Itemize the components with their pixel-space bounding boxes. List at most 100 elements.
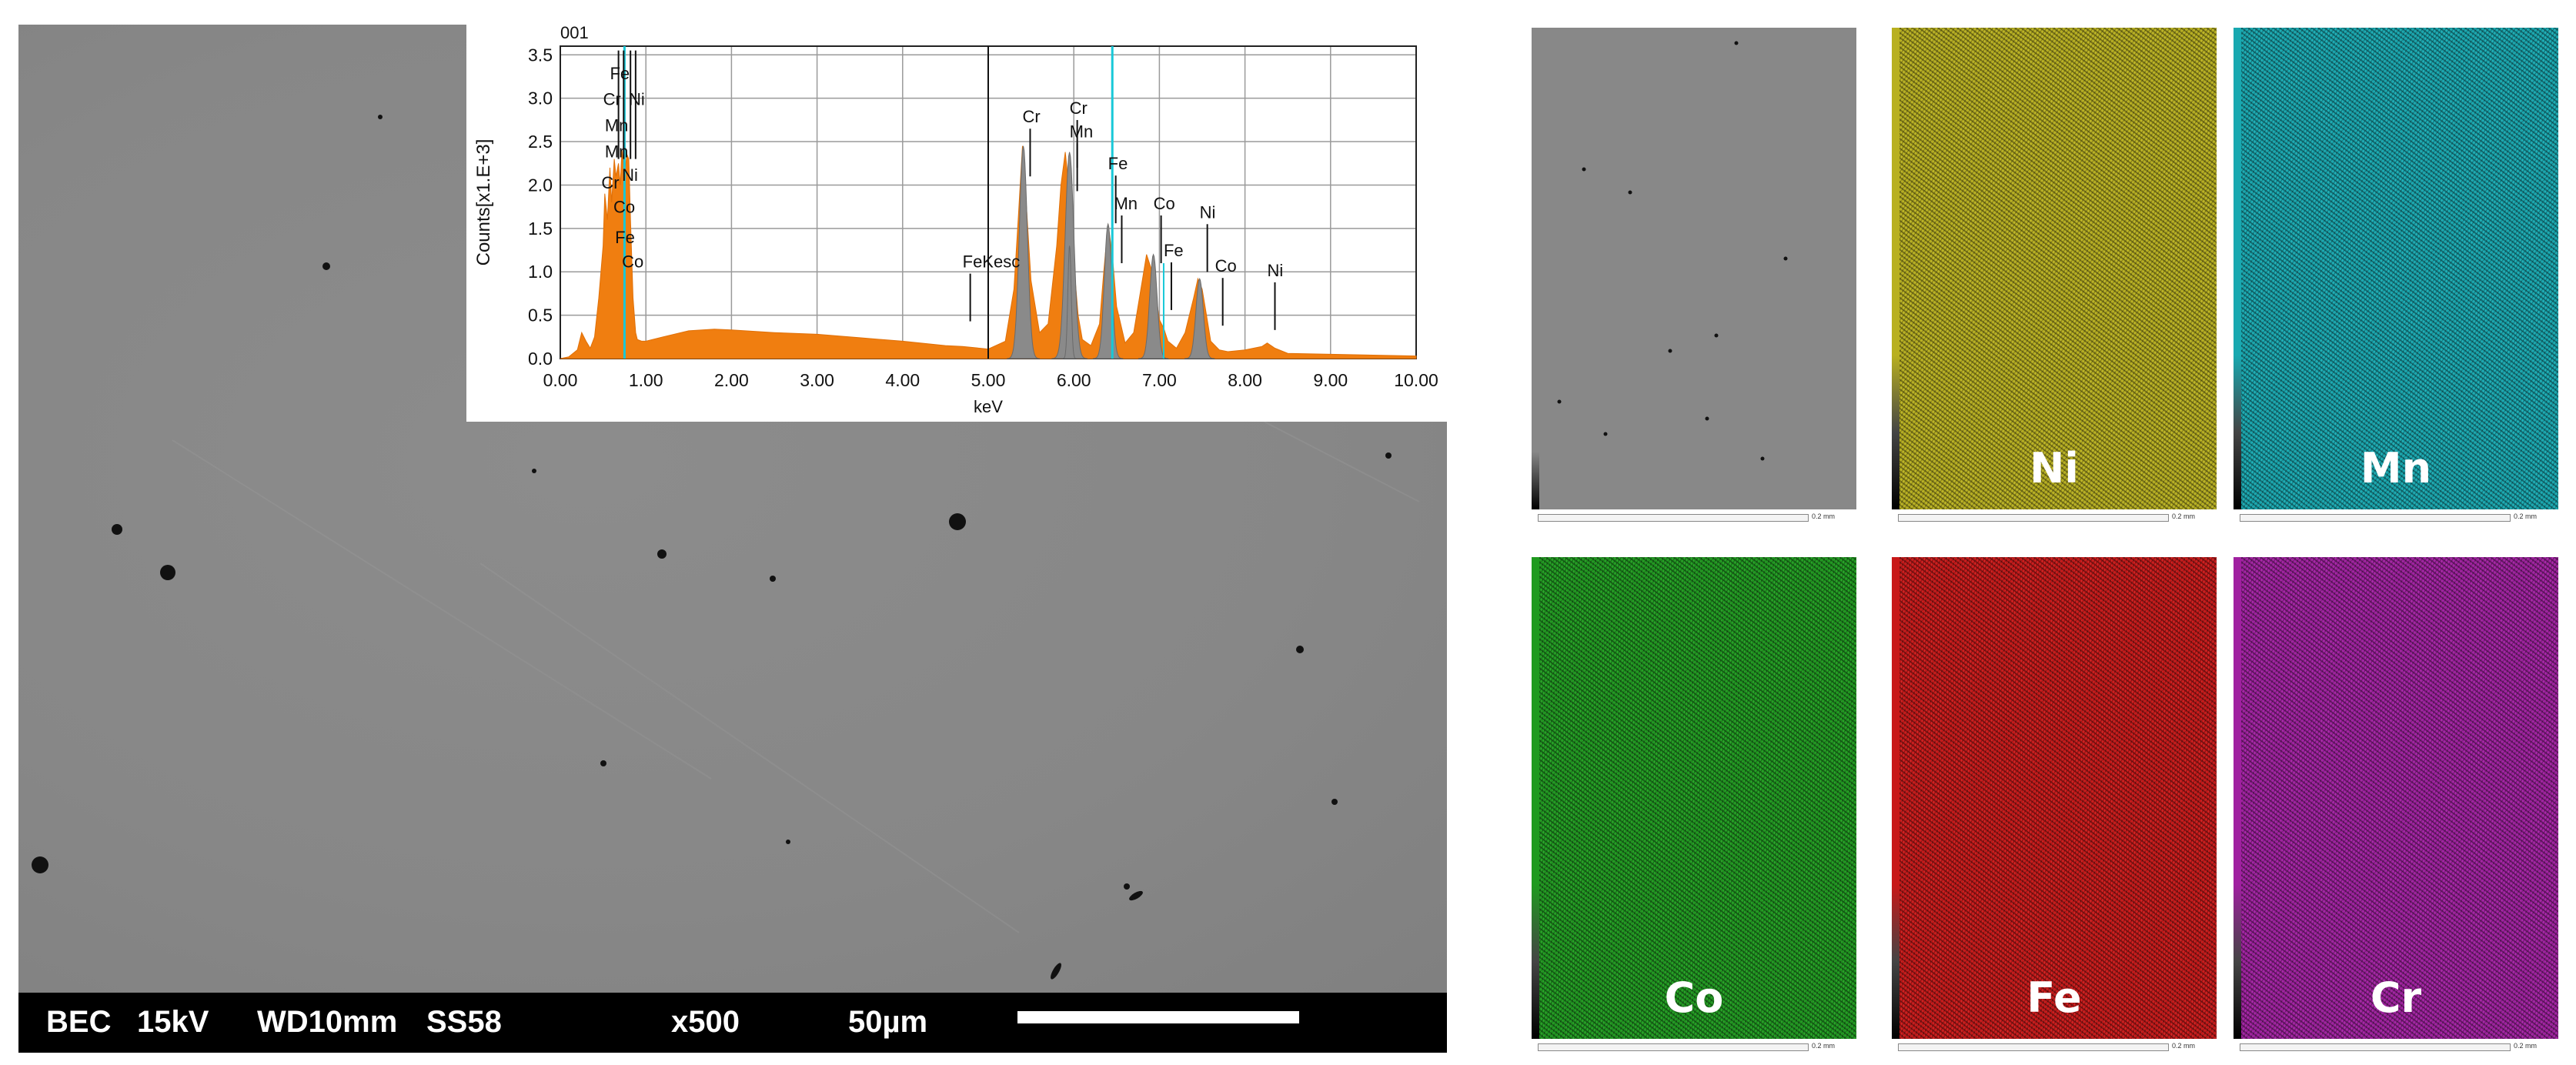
spectrum-id: 001: [560, 23, 589, 42]
pore: [786, 840, 790, 844]
pore: [532, 469, 536, 473]
map-scale-bar: [1538, 1043, 1809, 1051]
map-scale-bar: [2240, 1043, 2511, 1051]
working-distance: WD10mm: [257, 1005, 398, 1039]
map-scale-bar: [1898, 1043, 2169, 1051]
spectrum-peak: [1093, 222, 1124, 359]
x-tick-label: 10.00: [1394, 370, 1438, 390]
pore: [112, 524, 122, 535]
peak-label: Cr: [603, 90, 621, 109]
map-scale-text: 0.2 mm: [2172, 1042, 2196, 1050]
pore: [657, 549, 667, 559]
map-color-strip: [1892, 557, 1899, 1039]
spectrum-peak: [1007, 145, 1040, 359]
pore: [1734, 41, 1739, 45]
pore: [600, 760, 606, 766]
x-axis-label: keV: [974, 397, 1003, 416]
bse-map-features: [1557, 41, 1788, 461]
accelerating-voltage: 15kV: [137, 1005, 209, 1039]
pore: [1331, 799, 1338, 805]
scale-label: 50µm: [848, 1005, 928, 1039]
spectrum-peak: [1062, 245, 1077, 359]
pore: [1129, 890, 1143, 901]
peak-label: Fe: [610, 64, 630, 83]
map-element-label: Co: [1664, 973, 1724, 1022]
map-ni: Ni: [1892, 28, 2217, 509]
map-color-strip: [1892, 28, 1899, 509]
peak-label: FeKesc: [963, 252, 1021, 272]
peak-label: Mn: [1114, 194, 1138, 213]
pore: [1051, 963, 1061, 980]
peak-label: Co: [622, 252, 643, 272]
pore: [770, 576, 776, 582]
map-scale-text: 0.2 mm: [2514, 512, 2538, 520]
peak-label: Ni: [629, 90, 645, 109]
peak-label: Mn: [1070, 122, 1094, 141]
y-tick-label: 0.5: [528, 305, 553, 326]
map-scale-text: 0.2 mm: [1812, 512, 1836, 520]
x-tick-label: 4.00: [885, 370, 920, 390]
peak-label: Fe: [615, 228, 635, 247]
pore: [1714, 333, 1719, 338]
peak-label: Cr: [601, 173, 619, 192]
map-mn: Mn: [2234, 28, 2558, 509]
magnification: x500: [671, 1005, 740, 1039]
peak-label: Co: [613, 198, 635, 217]
y-tick-label: 0.0: [528, 349, 553, 369]
pore: [32, 856, 48, 873]
x-tick-label: 7.00: [1142, 370, 1177, 390]
peak-label: Co: [1215, 256, 1237, 275]
pore: [949, 513, 966, 530]
pore: [160, 565, 175, 580]
peak-label: Ni: [1200, 202, 1216, 222]
spectrum-peak: [1184, 277, 1215, 359]
x-tick-label: 8.00: [1228, 370, 1262, 390]
y-tick-label: 2.0: [528, 175, 553, 195]
peak-label: Cr: [1022, 107, 1040, 126]
imaging-mode: BEC: [46, 1005, 112, 1039]
y-axis-label: Counts[x1.E+3]: [473, 139, 494, 266]
map-color-strip: [1532, 28, 1539, 509]
map-scale-text: 0.2 mm: [2172, 512, 2196, 520]
peak-label: Ni: [1268, 261, 1284, 280]
pore: [1296, 646, 1304, 653]
map-color-strip: [1532, 557, 1539, 1039]
pore: [1385, 452, 1392, 459]
spot-size: SS58: [426, 1005, 502, 1039]
map-scale-bar: [2240, 514, 2511, 522]
x-tick-label: 6.00: [1057, 370, 1091, 390]
map-color-strip: [2234, 28, 2241, 509]
peak-label: Mn: [605, 142, 629, 161]
map-element-label: Fe: [2026, 973, 2082, 1022]
pore: [1628, 190, 1632, 195]
x-tick-label: 2.00: [714, 370, 749, 390]
pore: [1124, 883, 1130, 890]
eds-spectrum: Fe Cr Ni Mn Mn Ni Cr Co Fe Co FeKesc Cr Cr Mn Fe Mn Co Fe…: [466, 22, 1447, 422]
pore: [322, 262, 330, 270]
map-co: Co: [1532, 557, 1856, 1039]
peak-label: Co: [1154, 194, 1175, 213]
pore: [1603, 432, 1608, 436]
pore: [1783, 256, 1788, 261]
map-scale-bar: [1898, 514, 2169, 522]
peak-label: Fe: [1108, 154, 1128, 173]
map-color-strip: [2234, 557, 2241, 1039]
peak-label: Fe: [1164, 241, 1184, 260]
pore: [1582, 167, 1586, 172]
sem-info-bar: BEC 15kV WD10mm SS58 x500 50µm: [18, 993, 1447, 1053]
y-tick-label: 2.5: [528, 132, 553, 152]
peak-label: Ni: [622, 165, 638, 185]
peak-label: Cr: [1070, 98, 1088, 118]
map-element-label: Ni: [2030, 444, 2079, 492]
map-fe: Fe: [1892, 557, 2217, 1039]
pore: [378, 115, 383, 119]
map-bse: [1532, 28, 1856, 509]
map-cr: Cr: [2234, 557, 2558, 1039]
pore: [1705, 416, 1709, 421]
y-tick-label: 1.5: [528, 219, 553, 239]
pore: [1668, 349, 1672, 353]
x-tick-label: 9.00: [1313, 370, 1348, 390]
map-scale-bar: [1538, 514, 1809, 522]
pore: [1760, 456, 1765, 461]
